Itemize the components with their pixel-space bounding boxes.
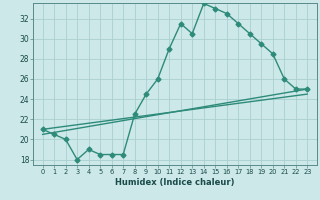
X-axis label: Humidex (Indice chaleur): Humidex (Indice chaleur): [115, 178, 235, 187]
